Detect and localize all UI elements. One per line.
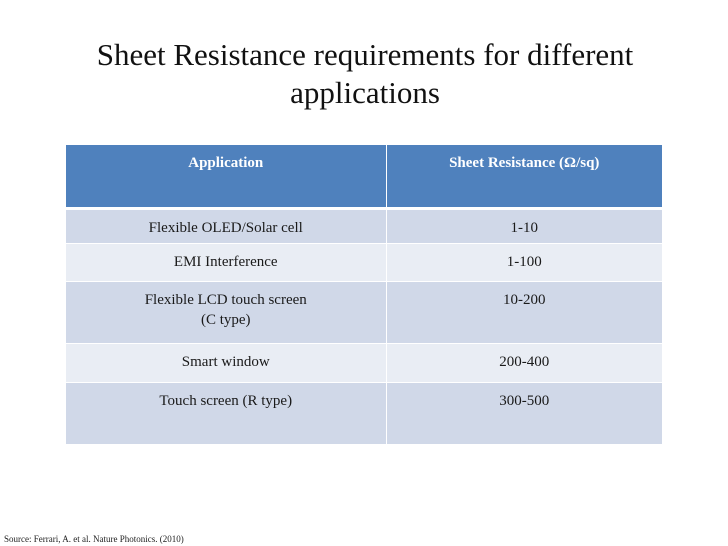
application-text: EMI Interference [173,253,278,270]
application-text: Touch screen (R type) [159,392,293,409]
application-cell: Smart window [66,342,387,382]
header-application: Application [66,145,387,210]
table-row: Touch screen (R type) 300-500 [66,381,662,444]
source-citation: Source: Ferrari, A. et al. Nature Photon… [4,534,184,544]
table-row: EMI Interference 1-100 [66,242,662,281]
resistance-cell: 1-10 [386,207,662,243]
title-line-1: Sheet Resistance requirements for differ… [96,37,634,72]
header-sheet-resistance: Sheet Resistance (Ω/sq) [386,145,662,210]
table-header-row: Application Sheet Resistance (Ω/sq) [66,145,662,210]
table-row: Flexible OLED/Solar cell 1-10 [66,207,662,243]
application-cell: Touch screen (R type) [66,381,387,444]
table-row: Flexible LCD touch screen (C type) 10-20… [66,280,662,343]
table-row: Smart window 200-400 [66,342,662,382]
resistance-cell: 300-500 [386,381,662,444]
resistance-cell: 1-100 [386,242,662,281]
slide-title: Sheet Resistance requirements for differ… [60,36,670,112]
application-text: Smart window [181,353,270,370]
application-text-line-2: (C type) [200,311,251,328]
application-cell: Flexible OLED/Solar cell [66,207,387,243]
sheet-resistance-table: Application Sheet Resistance (Ω/sq) Flex… [66,145,662,444]
application-cell: EMI Interference [66,242,387,281]
application-cell: Flexible LCD touch screen (C type) [66,280,387,343]
application-text: Flexible LCD touch screen [144,291,307,308]
resistance-cell: 10-200 [386,280,662,343]
resistance-cell: 200-400 [386,342,662,382]
application-text: Flexible OLED/Solar cell [148,219,303,236]
title-line-2: applications [290,75,440,110]
